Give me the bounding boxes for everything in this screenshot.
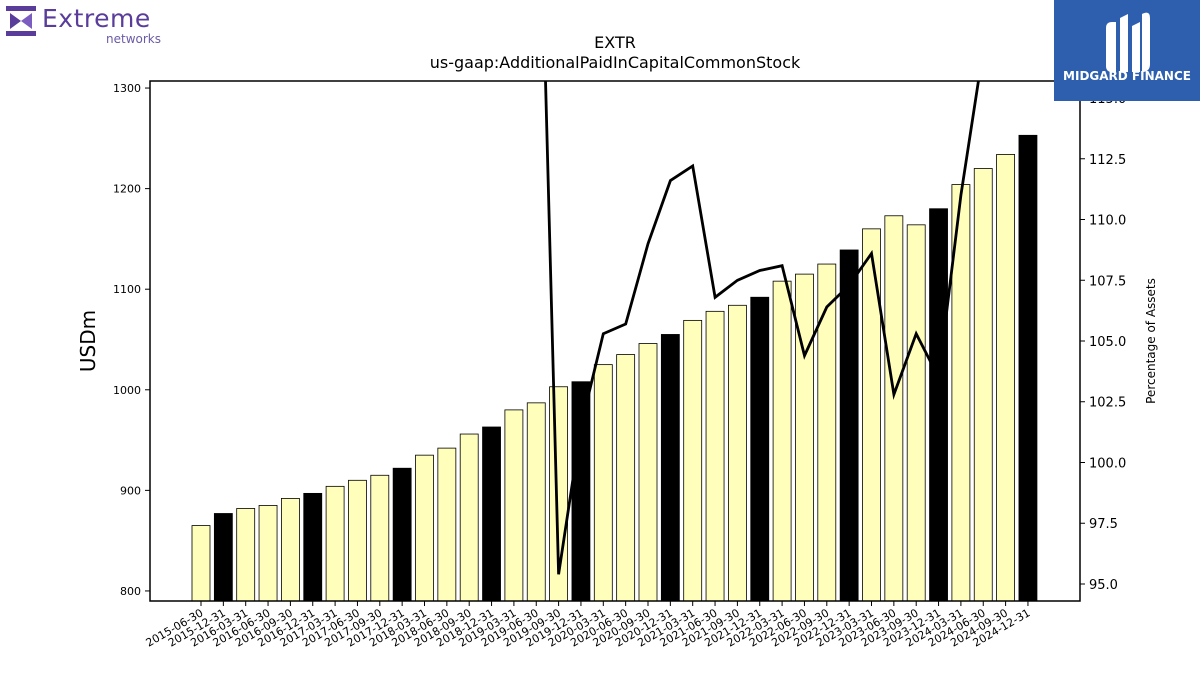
y-tick-label: 1100 bbox=[113, 283, 141, 296]
bar-2018-06-30 bbox=[437, 447, 457, 602]
bar-2018-12-31 bbox=[482, 426, 501, 602]
y2-tick-label: 112.5 bbox=[1089, 153, 1126, 168]
bar-2022-09-30 bbox=[817, 263, 837, 602]
bar-2018-03-31 bbox=[415, 454, 434, 602]
bar-2017-06-30 bbox=[348, 479, 367, 602]
bar-2017-12-31 bbox=[392, 467, 412, 602]
bar-2016-12-31 bbox=[303, 492, 323, 602]
y2-tick-label: 95.0 bbox=[1089, 578, 1118, 593]
percentage-of-assets-line bbox=[544, 81, 980, 575]
extreme-networks-logo: Extreme networks bbox=[4, 4, 174, 48]
y-axis-label: USDm bbox=[76, 310, 100, 372]
bar-2022-12-31 bbox=[839, 249, 859, 602]
y2-tick-label: 100.0 bbox=[1089, 456, 1126, 471]
bar-2015-12-31 bbox=[213, 513, 233, 602]
bar-2021-12-31 bbox=[750, 296, 770, 602]
bar-2023-09-30 bbox=[906, 224, 926, 602]
bar-2020-09-30 bbox=[638, 343, 658, 602]
y2-axis-label: Percentage of Assets bbox=[1144, 278, 1158, 404]
y2-tick-label: 110.0 bbox=[1089, 214, 1126, 229]
bar-2023-12-31 bbox=[929, 208, 948, 602]
midgard-finance-logo: MIDGARD FINANCE bbox=[1054, 0, 1200, 101]
bar-2017-09-30 bbox=[370, 474, 390, 602]
y2-tick-label: 105.0 bbox=[1089, 335, 1126, 350]
y-tick-label: 1200 bbox=[113, 183, 141, 196]
bar-2023-06-30 bbox=[884, 215, 904, 602]
bar-series bbox=[191, 134, 1038, 602]
bar-2020-12-31 bbox=[660, 334, 680, 602]
midgard-wordmark: MIDGARD FINANCE bbox=[1063, 69, 1191, 83]
extreme-subword: networks bbox=[106, 32, 161, 46]
y-tick-label: 900 bbox=[120, 484, 141, 497]
y-tick-label: 1300 bbox=[113, 82, 141, 95]
bar-2016-09-30 bbox=[280, 498, 300, 602]
y2-tick-label: 107.5 bbox=[1089, 274, 1126, 289]
bar-2019-03-31 bbox=[504, 409, 524, 602]
bar-2022-06-30 bbox=[795, 273, 814, 602]
y2-tick-label: 102.5 bbox=[1089, 396, 1126, 411]
y-tick-label: 800 bbox=[120, 585, 141, 598]
bar-2021-06-30 bbox=[705, 310, 725, 602]
y-tick-label: 1000 bbox=[113, 384, 141, 397]
bar-2017-03-31 bbox=[325, 485, 345, 602]
bar-2015-06-30 bbox=[191, 525, 211, 602]
chart-subtitle: us-gaap:AdditionalPaidInCapitalCommonSto… bbox=[430, 53, 801, 72]
bar-2024-12-31 bbox=[1018, 134, 1038, 602]
y2-tick-label: 97.5 bbox=[1089, 517, 1118, 532]
axes: 800 900 1000 1100 1200 1300 95.0 97.5 100.0 102.5… bbox=[113, 80, 1126, 650]
line-series bbox=[544, 81, 980, 575]
bar-2024-06-30 bbox=[973, 168, 993, 602]
bar-2022-03-31 bbox=[772, 280, 792, 602]
midgard-mark-icon bbox=[1106, 12, 1150, 72]
bar-2019-06-30 bbox=[526, 402, 546, 602]
bar-2016-03-31 bbox=[236, 508, 256, 602]
bar-2021-09-30 bbox=[728, 304, 747, 602]
bar-2021-03-31 bbox=[683, 319, 703, 602]
extreme-mark-icon bbox=[6, 6, 36, 36]
extreme-wordmark: Extreme bbox=[42, 4, 151, 33]
chart-title: EXTR bbox=[594, 33, 636, 52]
bar-2016-06-30 bbox=[258, 505, 278, 602]
bar-2024-09-30 bbox=[996, 154, 1015, 602]
bar-2018-09-30 bbox=[459, 433, 479, 602]
bar-2020-06-30 bbox=[616, 354, 636, 602]
bar-2019-12-31 bbox=[571, 381, 591, 602]
bar-2020-03-31 bbox=[593, 364, 613, 602]
